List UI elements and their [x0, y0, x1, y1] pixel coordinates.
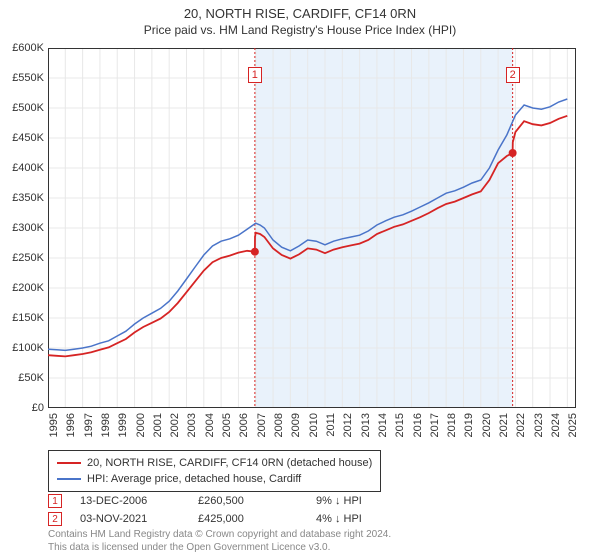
y-tick-label: £300K	[0, 222, 44, 234]
x-tick-label: 2015	[394, 413, 406, 437]
y-tick-label: £50K	[0, 372, 44, 384]
legend-row: 20, NORTH RISE, CARDIFF, CF14 0RN (detac…	[57, 455, 372, 471]
plot-svg	[48, 48, 576, 408]
sale-diff: 4% ↓ HPI	[316, 513, 416, 525]
x-tick-label: 2000	[135, 413, 147, 437]
callout-marker: 1	[248, 67, 262, 83]
x-tick-label: 1998	[100, 413, 112, 437]
sale-date: 13-DEC-2006	[80, 495, 180, 507]
y-tick-label: £400K	[0, 162, 44, 174]
footer-line: This data is licensed under the Open Gov…	[48, 541, 576, 554]
x-tick-label: 2018	[446, 413, 458, 437]
legend-swatch	[57, 478, 81, 480]
x-tick-label: 2004	[204, 413, 216, 437]
legend-label: HPI: Average price, detached house, Card…	[87, 471, 301, 487]
x-tick-label: 2025	[567, 413, 579, 437]
x-tick-label: 2008	[273, 413, 285, 437]
y-tick-label: £600K	[0, 42, 44, 54]
x-tick-label: 1996	[65, 413, 77, 437]
y-tick-label: £0	[0, 402, 44, 414]
y-tick-label: £500K	[0, 102, 44, 114]
sale-diff: 9% ↓ HPI	[316, 495, 416, 507]
legend-swatch	[57, 462, 81, 464]
y-tick-label: £100K	[0, 342, 44, 354]
x-tick-label: 2013	[360, 413, 372, 437]
x-tick-label: 2006	[238, 413, 250, 437]
y-tick-label: £250K	[0, 252, 44, 264]
x-tick-label: 2024	[550, 413, 562, 437]
x-tick-label: 2005	[221, 413, 233, 437]
y-tick-label: £200K	[0, 282, 44, 294]
callout-marker: 2	[506, 67, 520, 83]
y-tick-label: £550K	[0, 72, 44, 84]
chart-subtitle: Price paid vs. HM Land Registry's House …	[0, 21, 600, 37]
legend-row: HPI: Average price, detached house, Card…	[57, 471, 372, 487]
x-tick-label: 2011	[325, 413, 337, 437]
x-tick-label: 2014	[377, 413, 389, 437]
x-tick-label: 1995	[48, 413, 60, 437]
x-tick-label: 1997	[83, 413, 95, 437]
sale-price: £425,000	[198, 513, 298, 525]
sale-marker-icon: 2	[48, 512, 62, 526]
y-tick-label: £450K	[0, 132, 44, 144]
x-tick-label: 2003	[186, 413, 198, 437]
sale-row: 1 13-DEC-2006 £260,500 9% ↓ HPI	[48, 492, 576, 510]
x-tick-label: 2019	[463, 413, 475, 437]
x-tick-label: 2022	[515, 413, 527, 437]
x-tick-label: 2020	[481, 413, 493, 437]
plot-area	[48, 48, 576, 408]
sales-table: 1 13-DEC-2006 £260,500 9% ↓ HPI 2 03-NOV…	[48, 492, 576, 528]
x-tick-label: 2002	[169, 413, 181, 437]
footer-attribution: Contains HM Land Registry data © Crown c…	[48, 528, 576, 554]
x-tick-label: 1999	[117, 413, 129, 437]
footer-line: Contains HM Land Registry data © Crown c…	[48, 528, 576, 541]
x-tick-label: 2010	[308, 413, 320, 437]
chart-title: 20, NORTH RISE, CARDIFF, CF14 0RN	[0, 0, 600, 21]
legend: 20, NORTH RISE, CARDIFF, CF14 0RN (detac…	[48, 450, 381, 492]
legend-label: 20, NORTH RISE, CARDIFF, CF14 0RN (detac…	[87, 455, 372, 471]
x-tick-label: 2023	[533, 413, 545, 437]
x-tick-label: 2016	[412, 413, 424, 437]
x-tick-label: 2021	[498, 413, 510, 437]
sale-marker-icon: 1	[48, 494, 62, 508]
x-tick-label: 2017	[429, 413, 441, 437]
x-tick-label: 2007	[256, 413, 268, 437]
y-tick-label: £150K	[0, 312, 44, 324]
x-tick-label: 2012	[342, 413, 354, 437]
x-tick-label: 2001	[152, 413, 164, 437]
price-vs-hpi-chart: 20, NORTH RISE, CARDIFF, CF14 0RN Price …	[0, 0, 600, 560]
sale-date: 03-NOV-2021	[80, 513, 180, 525]
sale-price: £260,500	[198, 495, 298, 507]
sale-row: 2 03-NOV-2021 £425,000 4% ↓ HPI	[48, 510, 576, 528]
y-tick-label: £350K	[0, 192, 44, 204]
x-tick-label: 2009	[290, 413, 302, 437]
